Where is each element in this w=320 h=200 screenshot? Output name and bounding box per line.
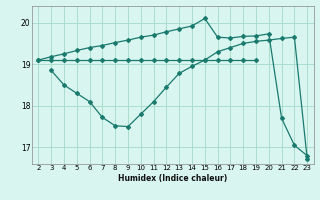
X-axis label: Humidex (Indice chaleur): Humidex (Indice chaleur)	[118, 174, 228, 183]
